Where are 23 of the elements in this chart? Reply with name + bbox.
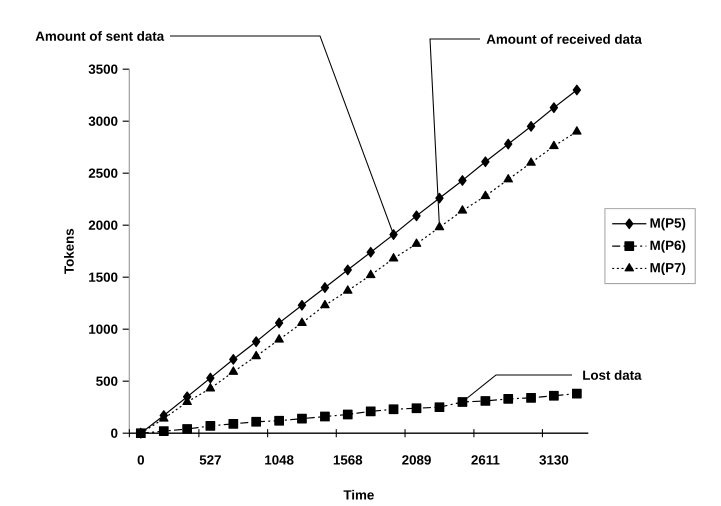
x-tick-label: 3130 bbox=[539, 455, 568, 465]
y-tick-label: 2500 bbox=[88, 168, 118, 178]
x-axis-title: Time bbox=[344, 490, 374, 500]
annotation: Amount of received data bbox=[486, 34, 642, 44]
y-tick-label: 3500 bbox=[88, 64, 118, 74]
y-axis-title: Tokens bbox=[64, 228, 74, 274]
y-tick-label: 2000 bbox=[88, 220, 118, 230]
x-tick-label: 1568 bbox=[334, 455, 362, 465]
legend-label: M(P6) bbox=[650, 240, 686, 253]
y-tick-label: 3000 bbox=[88, 116, 118, 126]
x-tick-label: 0 bbox=[138, 455, 144, 465]
legend-label: M(P7) bbox=[650, 262, 686, 276]
y-tick-label: 0 bbox=[111, 428, 118, 438]
x-tick-label: 1048 bbox=[265, 455, 294, 465]
y-tick-label: 1000 bbox=[89, 324, 118, 334]
y-tick-label: 500 bbox=[96, 376, 118, 386]
x-tick-label: 2089 bbox=[402, 455, 431, 465]
y-tick-label: 1500 bbox=[89, 272, 118, 282]
annotation: Amount of sent data bbox=[36, 31, 164, 41]
x-tick-label: 2611 bbox=[471, 455, 500, 465]
legend-label: M(P5) bbox=[650, 218, 686, 230]
x-tick-label: 527 bbox=[200, 455, 221, 465]
annotation: Lost data bbox=[583, 370, 642, 380]
